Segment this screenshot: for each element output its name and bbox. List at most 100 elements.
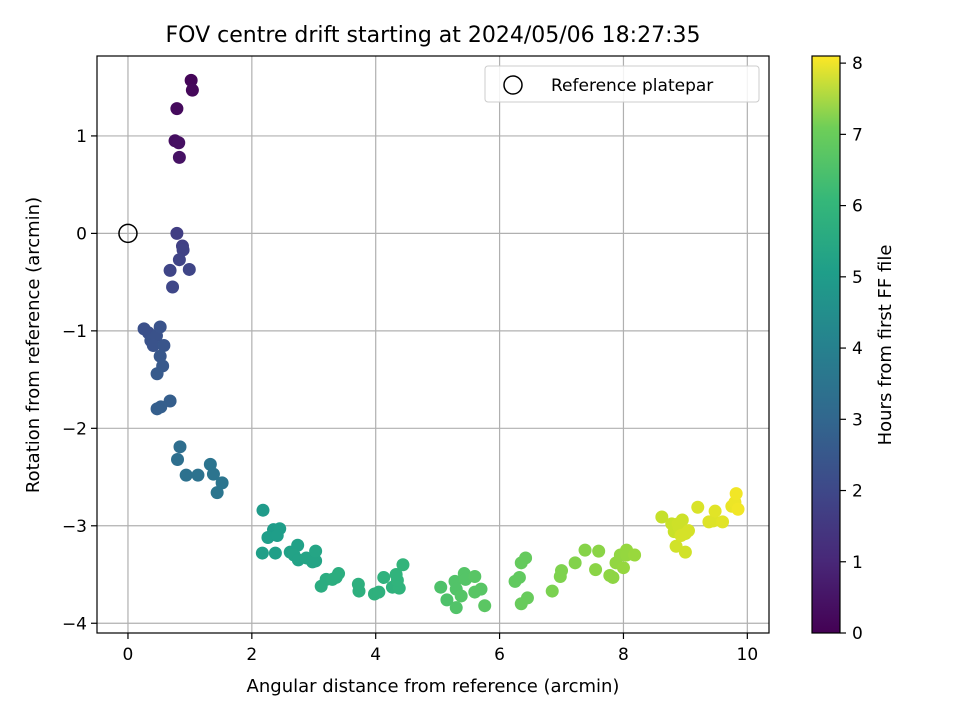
data-point bbox=[352, 584, 366, 598]
x-axis-ticks: 0 2 4 6 8 10 bbox=[123, 633, 759, 665]
colorbar-tick-label: 3 bbox=[852, 410, 863, 430]
data-point bbox=[179, 468, 193, 482]
data-point bbox=[153, 320, 167, 334]
data-point bbox=[372, 585, 386, 599]
data-point bbox=[163, 394, 177, 408]
data-point bbox=[675, 513, 689, 527]
data-point bbox=[176, 243, 190, 257]
data-point bbox=[454, 589, 468, 603]
y-tick-label: −3 bbox=[62, 517, 87, 537]
data-point bbox=[589, 563, 603, 577]
x-tick-label: 0 bbox=[123, 645, 134, 665]
data-point bbox=[329, 570, 343, 584]
data-point bbox=[172, 150, 186, 164]
colorbar-tick-label: 7 bbox=[852, 125, 863, 145]
y-tick-label: −2 bbox=[62, 419, 87, 439]
data-point bbox=[519, 551, 533, 565]
colorbar-ticks: 0 1 2 3 4 5 6 7 8 bbox=[840, 54, 863, 644]
x-tick-label: 6 bbox=[494, 645, 505, 665]
data-point bbox=[655, 510, 669, 524]
colorbar-tick-label: 8 bbox=[852, 54, 863, 74]
data-point bbox=[170, 102, 184, 116]
data-point bbox=[545, 584, 559, 598]
colorbar-tick-label: 6 bbox=[852, 197, 863, 217]
data-point bbox=[520, 591, 534, 605]
data-point bbox=[555, 564, 569, 578]
y-tick-label: −1 bbox=[62, 322, 87, 342]
data-point bbox=[191, 468, 205, 482]
data-point bbox=[314, 579, 328, 593]
data-point bbox=[163, 263, 177, 277]
data-point bbox=[578, 543, 592, 557]
data-point bbox=[268, 546, 282, 560]
data-point bbox=[270, 529, 284, 543]
data-point bbox=[185, 83, 199, 97]
colorbar-frame bbox=[811, 55, 841, 634]
data-point bbox=[172, 136, 186, 150]
x-tick-label: 10 bbox=[737, 645, 759, 665]
data-point bbox=[170, 226, 184, 240]
data-point bbox=[674, 529, 688, 543]
data-point bbox=[396, 558, 410, 572]
data-point bbox=[512, 570, 526, 584]
data-point bbox=[166, 280, 180, 294]
data-point bbox=[628, 548, 642, 562]
data-point bbox=[606, 570, 620, 584]
data-point bbox=[309, 544, 323, 558]
y-tick-label: 0 bbox=[76, 224, 87, 244]
data-point bbox=[182, 262, 196, 276]
scatter-points bbox=[137, 73, 745, 615]
data-point bbox=[150, 402, 164, 416]
x-axis-label: Angular distance from reference (arcmin) bbox=[247, 676, 620, 697]
data-point bbox=[389, 568, 403, 582]
data-point bbox=[691, 500, 705, 514]
x-tick-label: 4 bbox=[370, 645, 381, 665]
gridlines bbox=[97, 56, 769, 633]
data-point bbox=[172, 253, 186, 267]
data-point bbox=[731, 502, 745, 516]
data-point bbox=[568, 556, 582, 570]
colorbar-tick-label: 4 bbox=[852, 339, 863, 359]
y-axis-label: Rotation from reference (arcmin) bbox=[23, 197, 44, 493]
colorbar-tick-label: 5 bbox=[852, 268, 863, 288]
data-point bbox=[210, 486, 224, 500]
data-point bbox=[291, 538, 305, 552]
y-tick-label: 1 bbox=[76, 127, 87, 147]
data-point bbox=[146, 338, 160, 352]
data-point bbox=[184, 73, 198, 87]
colorbar-tick-label: 0 bbox=[852, 624, 863, 644]
data-point bbox=[678, 545, 692, 559]
legend-marker bbox=[503, 75, 523, 95]
data-point bbox=[150, 367, 164, 381]
data-point bbox=[669, 539, 683, 553]
data-point bbox=[474, 582, 488, 596]
data-point bbox=[377, 570, 391, 584]
data-point bbox=[729, 487, 743, 501]
x-tick-label: 8 bbox=[618, 645, 629, 665]
y-tick-label: −4 bbox=[62, 614, 87, 634]
data-point bbox=[716, 515, 730, 529]
legend-label: Reference platepar bbox=[551, 76, 713, 96]
chart-title: FOV centre drift starting at 2024/05/06 … bbox=[166, 23, 701, 48]
colorbar-gradient bbox=[812, 56, 840, 633]
data-point bbox=[434, 580, 448, 594]
colorbar-tick-label: 1 bbox=[852, 553, 863, 573]
data-point bbox=[592, 544, 606, 558]
y-axis-ticks: 1 0 −1 −2 −3 −4 bbox=[62, 127, 97, 634]
data-point bbox=[255, 546, 269, 560]
x-tick-label: 2 bbox=[246, 645, 257, 665]
data-point bbox=[256, 503, 270, 517]
data-point bbox=[449, 601, 463, 615]
colorbar: 0 1 2 3 4 5 6 7 8 Hours from first FF file bbox=[811, 54, 896, 644]
data-point bbox=[173, 440, 187, 454]
colorbar-tick-label: 2 bbox=[852, 482, 863, 502]
data-point bbox=[215, 476, 229, 490]
data-point bbox=[206, 467, 220, 481]
legend-box bbox=[484, 65, 760, 103]
colorbar-label: Hours from first FF file bbox=[875, 245, 896, 446]
data-point bbox=[440, 593, 454, 607]
data-point bbox=[171, 453, 185, 467]
data-point bbox=[468, 569, 482, 583]
reference-platepar-marker bbox=[118, 223, 138, 244]
